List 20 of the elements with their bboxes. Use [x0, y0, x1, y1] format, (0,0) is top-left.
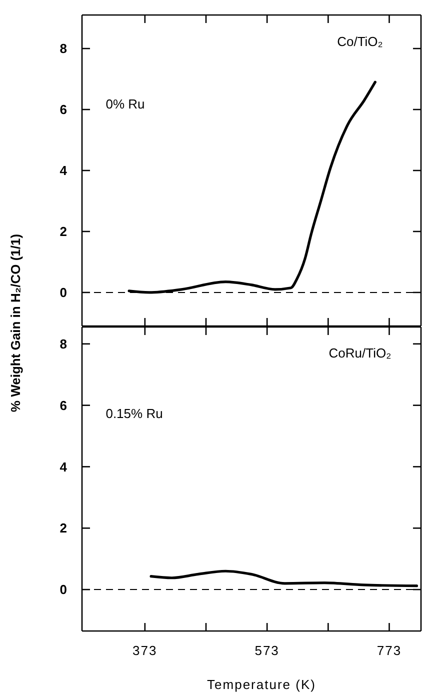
x-axis-title: Temperature (K) — [207, 677, 316, 692]
y-tick-label: 8 — [60, 336, 67, 352]
y-axis-title: % Weight Gain in H₂/CO (1/1) — [8, 234, 23, 412]
annotation: CoRu/TiO₂ — [328, 345, 392, 360]
x-tick-label: 573 — [254, 643, 280, 658]
x-tick-label: 773 — [376, 643, 402, 658]
line-series — [150, 570, 418, 588]
y-tick-label: 0 — [60, 285, 67, 300]
y-tick-label: 0 — [60, 582, 67, 598]
y-tick-label: 4 — [60, 163, 68, 178]
annotation: Co/TiO₂ — [337, 34, 383, 50]
y-tick-label: 8 — [60, 41, 67, 56]
annotation: 0% Ru — [106, 96, 145, 112]
x-tick-label: 373 — [132, 643, 158, 658]
y-tick-label: 6 — [60, 102, 67, 118]
y-tick-label: 2 — [60, 520, 67, 536]
y-tick-label: 6 — [60, 398, 67, 413]
annotation: 0.15% Ru — [106, 406, 163, 422]
y-tick-label: 2 — [60, 224, 67, 240]
y-tick-label: 4 — [60, 459, 68, 474]
